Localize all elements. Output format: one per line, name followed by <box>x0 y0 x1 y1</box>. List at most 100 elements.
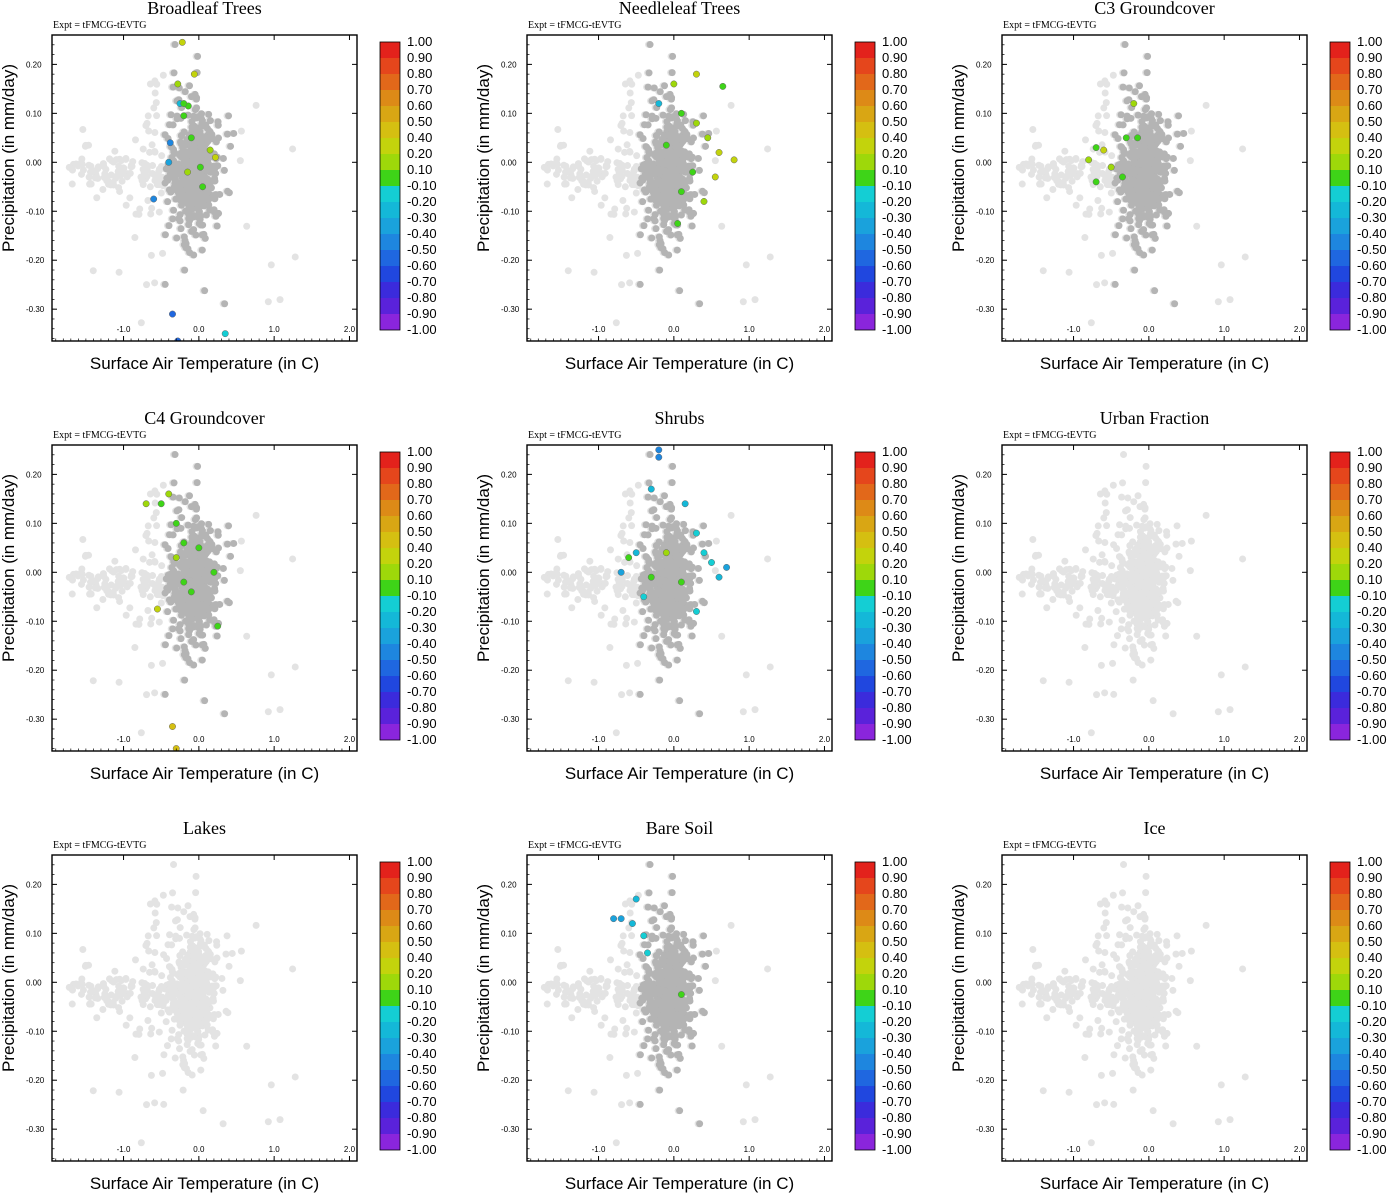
near-zero-point <box>1128 201 1136 209</box>
near-zero-point <box>181 88 189 96</box>
background-point <box>766 253 774 261</box>
panel-title: C3 Groundcover <box>1094 0 1214 18</box>
background-point <box>566 167 574 175</box>
near-zero-point <box>1131 266 1139 274</box>
background-point <box>131 234 139 242</box>
background-point <box>540 163 548 171</box>
background-point <box>1072 201 1080 209</box>
data-point <box>670 80 678 88</box>
colorbar-label: 0.80 <box>407 66 432 81</box>
near-zero-point <box>187 181 195 189</box>
near-zero-point <box>230 129 238 137</box>
x-tick-label: -1.0 <box>592 325 606 334</box>
colorbar-frame <box>379 41 401 331</box>
background-point <box>1105 208 1113 216</box>
colorbar-label: 1.00 <box>1357 34 1382 49</box>
background-point <box>626 77 634 85</box>
near-zero-point <box>669 52 677 60</box>
colorbar-label: -0.80 <box>882 290 912 305</box>
near-zero-point <box>662 181 670 189</box>
near-zero-point <box>681 117 689 125</box>
background-point <box>566 174 574 182</box>
plot-area <box>1015 41 1249 327</box>
background-point <box>102 173 110 181</box>
near-zero-point <box>204 202 212 210</box>
background-point <box>574 160 582 168</box>
colorbar-label: -0.90 <box>882 306 912 321</box>
near-zero-point <box>661 82 669 90</box>
background-point <box>151 279 159 287</box>
background-point <box>291 253 299 261</box>
colorbar-label: -0.40 <box>407 226 437 241</box>
background-point <box>1086 205 1094 213</box>
near-zero-point <box>1164 134 1172 142</box>
near-zero-point <box>184 209 192 217</box>
background-point <box>625 104 633 112</box>
background-point <box>613 177 621 185</box>
near-zero-point <box>1138 93 1146 101</box>
near-zero-point <box>1140 122 1148 130</box>
near-zero-point <box>1163 222 1171 230</box>
near-zero-point <box>1126 217 1134 225</box>
background-point <box>1041 167 1049 175</box>
near-zero-point <box>167 111 175 119</box>
background-point <box>620 127 628 135</box>
x-axis-label: Surface Air Temperature (in C) <box>1040 354 1269 373</box>
near-zero-point <box>646 176 654 184</box>
x-tick-label: 0.0 <box>193 325 205 334</box>
y-tick-label: -0.10 <box>26 207 45 216</box>
background-point <box>627 99 635 107</box>
near-zero-point <box>636 280 644 288</box>
background-point <box>1039 267 1047 275</box>
near-zero-point <box>1142 173 1150 181</box>
near-zero-point <box>662 204 670 212</box>
near-zero-point <box>190 143 198 151</box>
near-zero-point <box>644 83 652 91</box>
near-zero-point <box>666 155 674 163</box>
near-zero-point <box>1117 111 1125 119</box>
near-zero-point <box>171 176 179 184</box>
data-point <box>1085 156 1093 164</box>
y-tick-label: 0.20 <box>501 60 517 69</box>
background-point <box>634 249 642 257</box>
colorbar-swatch <box>380 250 400 266</box>
near-zero-point <box>188 93 196 101</box>
background-point <box>612 319 620 327</box>
colorbar-label: 0.40 <box>1357 130 1382 145</box>
x-tick-label: 2.0 <box>1294 325 1306 334</box>
near-zero-point <box>650 192 658 200</box>
near-zero-point <box>1164 121 1172 129</box>
data-point <box>700 198 708 205</box>
data-point <box>150 195 158 203</box>
background-point <box>1239 145 1247 153</box>
colorbar-label: -0.60 <box>882 258 912 273</box>
near-zero-point <box>1114 198 1122 206</box>
near-zero-point <box>164 176 172 184</box>
near-zero-point <box>659 209 667 217</box>
background-point <box>91 174 99 182</box>
background-point <box>143 281 151 289</box>
background-point <box>603 162 611 170</box>
near-zero-point <box>221 300 229 308</box>
near-zero-point <box>1148 246 1156 254</box>
colorbar-swatch <box>1330 90 1350 106</box>
near-zero-point <box>216 190 224 198</box>
near-zero-point <box>210 208 218 216</box>
background-point <box>144 196 152 204</box>
colorbar-label: -0.10 <box>882 178 912 193</box>
colorbar-swatch <box>855 218 875 234</box>
near-zero-point <box>1169 154 1177 162</box>
near-zero-point <box>1123 234 1131 242</box>
x-tick-label: -1.0 <box>1067 325 1081 334</box>
near-zero-point <box>646 41 654 49</box>
data-point <box>1119 173 1126 181</box>
near-zero-point <box>178 181 186 189</box>
near-zero-point <box>1125 84 1133 92</box>
near-zero-point <box>206 117 214 125</box>
background-point <box>616 160 624 168</box>
background-point <box>623 204 631 212</box>
background-point <box>138 177 146 185</box>
data-point <box>169 310 176 318</box>
colorbar-label: -0.20 <box>882 194 912 209</box>
